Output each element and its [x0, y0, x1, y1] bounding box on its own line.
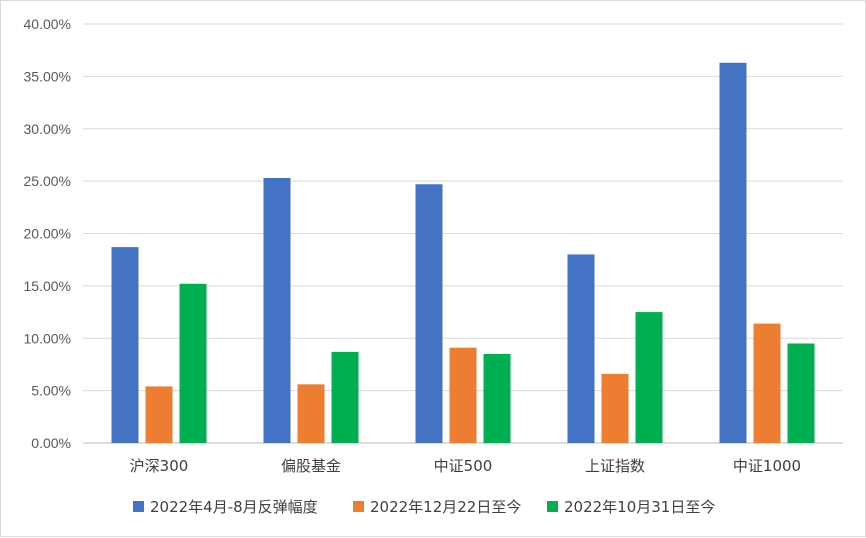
bar-2-4: [601, 373, 629, 443]
bar-3-5: [787, 343, 815, 443]
bars: [111, 62, 815, 444]
bar-2-2: [297, 384, 325, 443]
legend-swatch-3: [547, 501, 558, 512]
x-category-label: 偏股基金: [281, 457, 341, 475]
legend-label-1: 2022年4月-8月反弹幅度: [150, 498, 318, 516]
x-category-label: 上证指数: [585, 457, 645, 475]
bar-2-5: [753, 323, 781, 443]
x-category-label: 中证1000: [733, 457, 801, 475]
y-tick-label: 40.00%: [24, 16, 71, 32]
y-tick-label: 35.00%: [24, 68, 71, 84]
gridlines: [83, 23, 843, 444]
y-tick-label: 20.00%: [24, 226, 71, 242]
bar-1-1: [111, 247, 139, 443]
bar-1-3: [415, 184, 443, 443]
bar-2-1: [145, 386, 173, 443]
x-category-label: 中证500: [434, 457, 493, 475]
bar-1-5: [719, 62, 747, 443]
legend-swatch-2: [353, 501, 364, 512]
legend-swatch-1: [133, 501, 144, 512]
y-tick-label: 25.00%: [24, 173, 71, 189]
bar-2-3: [449, 347, 477, 443]
y-tick-label: 10.00%: [24, 330, 71, 346]
y-tick-label: 15.00%: [24, 278, 71, 294]
y-tick-label: 0.00%: [31, 435, 71, 451]
legend-label-2: 2022年12月22日至今: [370, 498, 521, 516]
bar-3-1: [179, 283, 207, 443]
y-axis-tick-labels: 0.00% 5.00% 10.00% 15.00% 20.00% 25.00% 30.00%…: [24, 16, 71, 451]
bar-3-3: [483, 353, 511, 443]
y-tick-label: 5.00%: [31, 383, 71, 399]
bar-3-4: [635, 312, 663, 443]
bar-3-2: [331, 351, 359, 443]
x-category-label: 沪深300: [130, 457, 189, 475]
legend-label-3: 2022年10月31日至今: [564, 498, 715, 516]
legend: 2022年4月-8月反弹幅度 2022年12月22日至今 2022年10月31日至今: [133, 498, 715, 516]
bar-1-2: [263, 177, 291, 444]
bar-1-4: [567, 254, 595, 443]
x-axis-category-labels: 沪深300 偏股基金 中证500 上证指数 中证1000: [130, 457, 801, 475]
y-tick-label: 30.00%: [24, 121, 71, 137]
